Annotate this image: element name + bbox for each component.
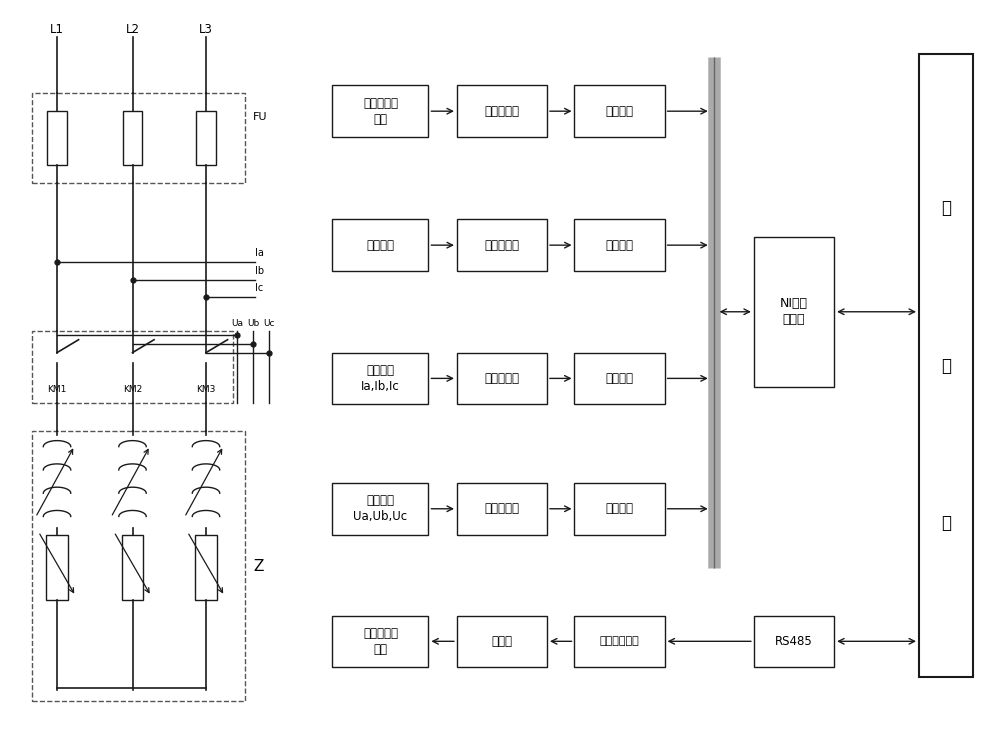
Text: 交流接触器
线圈: 交流接触器 线圈 [363, 626, 398, 656]
Bar [332, 219, 428, 271]
Bar [123, 111, 142, 165]
Text: Uc: Uc [263, 319, 274, 327]
Bar [32, 94, 245, 183]
Bar [457, 352, 547, 404]
Bar [32, 431, 245, 701]
Bar [332, 86, 428, 137]
Text: Ic: Ic [255, 283, 263, 293]
Text: 调理电路: 调理电路 [606, 502, 634, 515]
Text: Ua: Ua [231, 319, 243, 327]
Text: 电流传感器: 电流传感器 [484, 238, 519, 251]
Bar [47, 111, 67, 165]
Bar [32, 331, 233, 403]
Text: NI数据
采集卡: NI数据 采集卡 [780, 298, 808, 326]
Text: 继电器: 继电器 [491, 635, 512, 648]
Bar [457, 483, 547, 534]
Text: Ia: Ia [255, 248, 264, 258]
Text: 调理电路: 调理电路 [606, 105, 634, 118]
Bar [196, 111, 216, 165]
Bar [754, 237, 834, 387]
Text: L1: L1 [50, 23, 64, 36]
Bar [574, 483, 665, 534]
Text: 触点电流
Ia,Ib,Ic: 触点电流 Ia,Ib,Ic [361, 364, 400, 393]
Bar [574, 352, 665, 404]
Text: 线圈电流: 线圈电流 [366, 238, 394, 251]
Text: 单片机控制板: 单片机控制板 [600, 636, 639, 646]
Text: 计: 计 [941, 199, 951, 217]
Text: 振动传感器: 振动传感器 [484, 105, 519, 118]
Bar [332, 352, 428, 404]
Bar [754, 616, 834, 667]
Text: KM3: KM3 [196, 385, 216, 394]
Bar [574, 616, 665, 667]
Bar [332, 483, 428, 534]
Bar [574, 86, 665, 137]
Bar [122, 535, 143, 599]
Bar [457, 219, 547, 271]
Text: 机: 机 [941, 514, 951, 532]
Bar [46, 535, 68, 599]
Text: 调理电路: 调理电路 [606, 372, 634, 385]
Bar [195, 535, 217, 599]
Bar [574, 219, 665, 271]
Bar [332, 616, 428, 667]
Text: 接触器振动
信号: 接触器振动 信号 [363, 96, 398, 126]
Text: 调理电路: 调理电路 [606, 238, 634, 251]
Bar [457, 86, 547, 137]
Text: 电压传感器: 电压传感器 [484, 502, 519, 515]
Text: FU: FU [253, 112, 268, 121]
Text: Ub: Ub [247, 319, 259, 327]
Text: Ib: Ib [255, 266, 264, 276]
Text: KM1: KM1 [47, 385, 67, 394]
Text: RS485: RS485 [775, 635, 813, 648]
Text: Z: Z [253, 558, 263, 574]
Text: L2: L2 [126, 23, 140, 36]
Text: KM2: KM2 [123, 385, 142, 394]
Bar [457, 616, 547, 667]
Text: L3: L3 [199, 23, 213, 36]
Text: 触点电压
Ua,Ub,Uc: 触点电压 Ua,Ub,Uc [353, 494, 408, 523]
Text: 算: 算 [941, 357, 951, 374]
Bar [919, 54, 973, 677]
Text: 电流传感器: 电流传感器 [484, 372, 519, 385]
